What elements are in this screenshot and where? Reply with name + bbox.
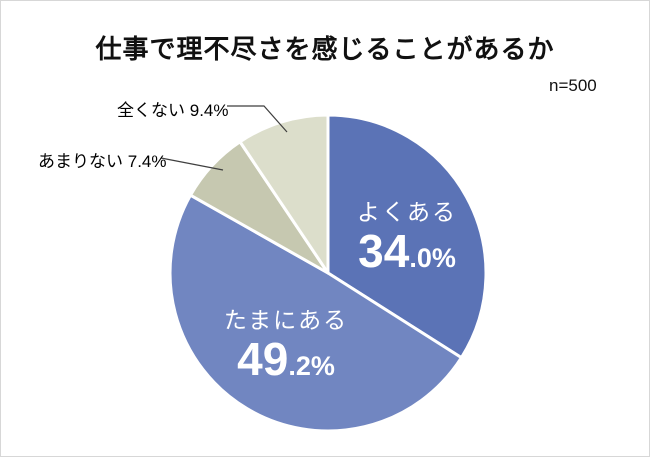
slice-value-amari-nai: 7.4% (127, 152, 167, 171)
pie-slice-3 (238, 113, 330, 275)
slice-value-tama-ni-aru: 49 .2% (224, 336, 348, 382)
leader-line-mattaku-nai (227, 105, 288, 133)
slice-label-tama-ni-aru: たまにある (223, 307, 349, 333)
leader-line-amari-nai (160, 157, 224, 171)
pie-slice-1 (168, 193, 463, 433)
slice-value-mattaku-nai: 9.4% (189, 101, 229, 120)
sample-size-label: n=500 (549, 76, 597, 95)
slice-label-yoku-aru: よくある (357, 199, 457, 225)
slice-label-mattaku-nai: 全くない (117, 101, 185, 120)
slice-label-amari-nai: あまりない (38, 152, 123, 171)
inside-label-yoku-aru: よくある 34 .0% (357, 193, 457, 274)
outside-label-mattaku-nai: 全くない 9.4% (117, 96, 228, 121)
outside-label-amari-nai: あまりない 7.4% (38, 147, 166, 172)
slice-value-int-tama-ni-aru: 49 (237, 333, 289, 385)
slice-value-int-yoku-aru: 34 (358, 225, 410, 277)
slice-value-yoku-aru: 34 .0% (357, 228, 457, 274)
slice-value-frac-yoku-aru: .0% (409, 243, 456, 273)
slice-value-frac-tama-ni-aru: .2% (288, 351, 335, 381)
inside-label-tama-ni-aru: たまにある 49 .2% (224, 301, 348, 382)
chart-title: 仕事で理不尽さを感じることがあるか (95, 34, 555, 64)
